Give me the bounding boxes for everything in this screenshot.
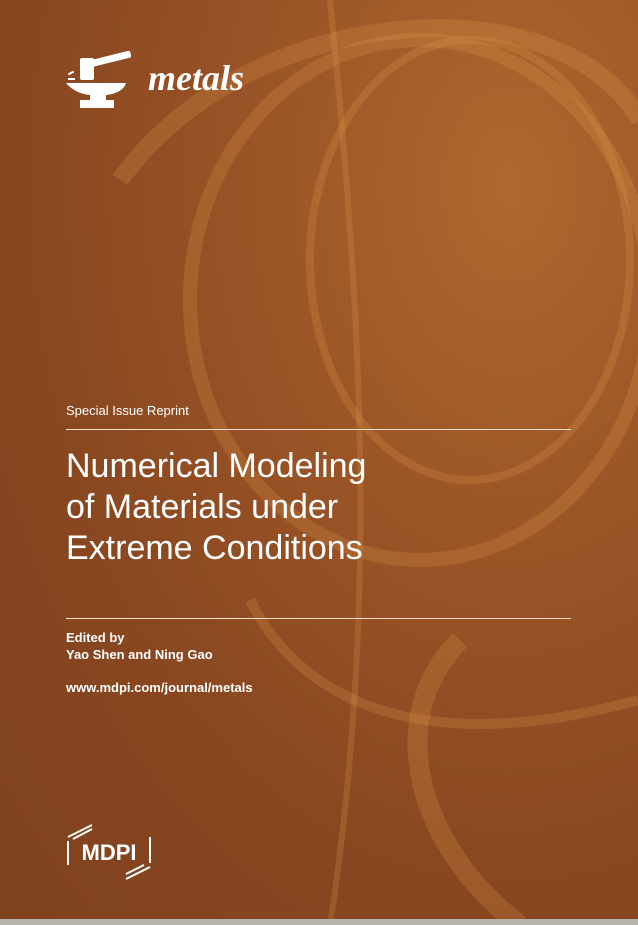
hammer-anvil-icon [66,50,132,108]
book-title: Numerical Modeling of Materials under Ex… [66,446,566,569]
journal-name: metals [148,58,244,98]
journal-url: www.mdpi.com/journal/metals [66,680,253,695]
bottom-edge [0,919,638,925]
title-line: of Materials under [66,488,339,526]
publisher-name: MDPI [82,840,137,865]
special-issue-label: Special Issue Reprint [66,403,189,418]
journal-logo: metals [66,50,244,112]
title-line: Extreme Conditions [66,529,363,567]
edited-by-label: Edited by [66,630,125,645]
mdpi-logo: MDPI [67,824,151,880]
editors: Yao Shen and Ning Gao [66,647,213,662]
editors-block: Edited by Yao Shen and Ning Gao [66,629,213,663]
title-line: Numerical Modeling [66,447,367,485]
divider [66,429,571,430]
divider [66,618,571,619]
